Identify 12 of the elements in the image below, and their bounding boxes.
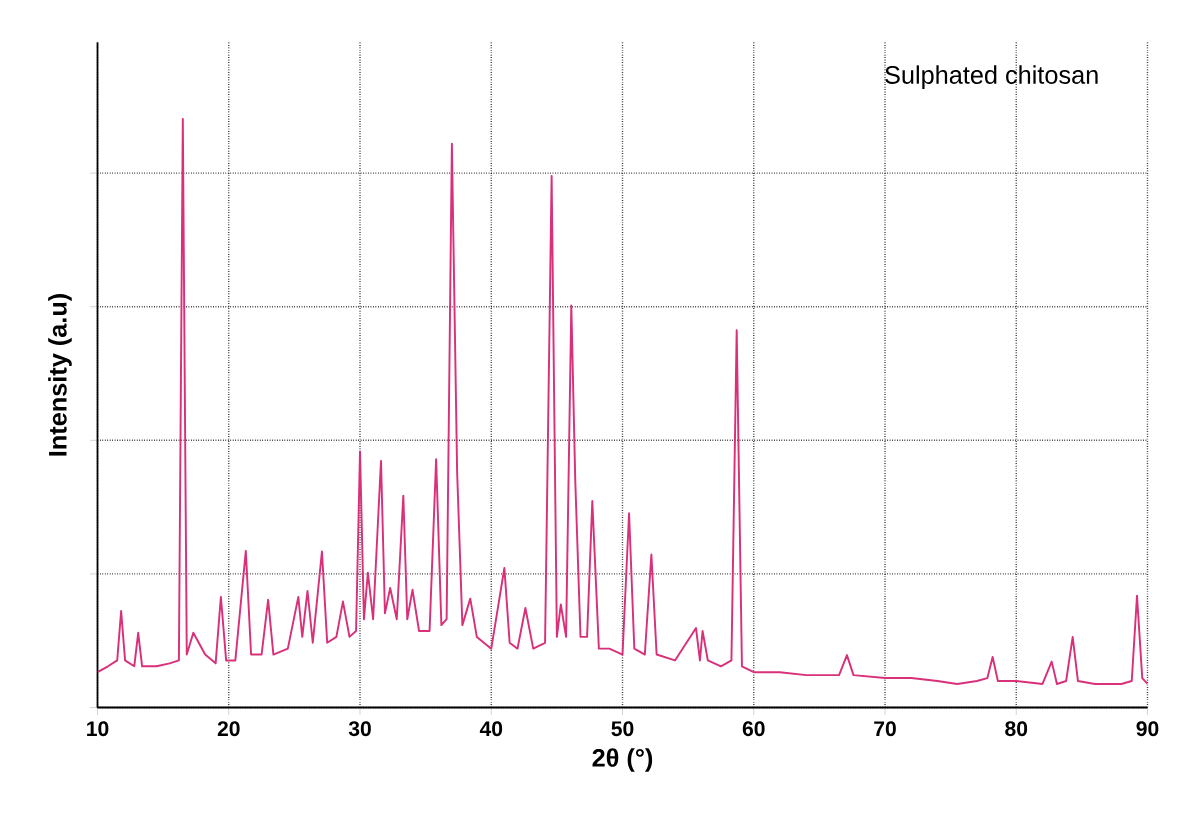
x-tick-label: 60 bbox=[742, 721, 765, 737]
x-tick-label: 40 bbox=[479, 721, 503, 737]
x-tick-label: 30 bbox=[348, 721, 371, 737]
x-tick-label: 50 bbox=[611, 721, 634, 737]
x-axis-title: 2θ (°) bbox=[592, 748, 653, 772]
x-tick-label: 20 bbox=[217, 721, 240, 737]
x-tick-label: 90 bbox=[1136, 721, 1159, 737]
x-tick-label: 70 bbox=[874, 721, 896, 737]
x-tick-label: 80 bbox=[1005, 721, 1028, 737]
x-tick-label: 10 bbox=[87, 721, 109, 737]
text: Sulphated chitosan bbox=[885, 65, 1098, 89]
y-axis-title: Intensity (a.u) bbox=[48, 294, 72, 456]
